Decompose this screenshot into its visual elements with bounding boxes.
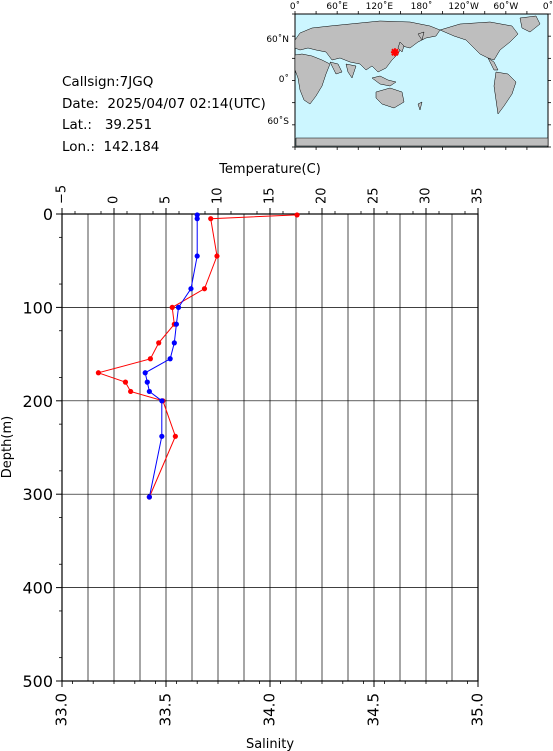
top-axis-label: Temperature(C) <box>218 162 321 177</box>
map-lat-label: 0˚ <box>279 74 289 85</box>
temperature-tick-label: 10 <box>211 187 226 204</box>
landmass-3 <box>345 63 357 79</box>
temperature-tick-label: 25 <box>367 187 382 204</box>
temperature-point <box>214 253 220 259</box>
chart-grid <box>62 214 478 681</box>
temperature-tick-label: 30 <box>419 187 434 204</box>
salinity-point <box>175 304 182 310</box>
bottom-axis-label: Salinity <box>246 737 294 751</box>
map-lon-label: 120˚W <box>448 1 479 12</box>
lon-label: Lon.: <box>62 138 95 155</box>
landmass-0 <box>294 20 441 73</box>
temperature-tick-label: 5 <box>159 196 174 204</box>
lon-row: Lon.: 142.184 <box>62 137 266 159</box>
map-lon-label: 120˚E <box>366 1 394 12</box>
map-lon-label: 180˚ <box>411 1 433 12</box>
temperature-tick-label: 0 <box>107 196 122 204</box>
salinity-point <box>146 388 152 395</box>
landmass-1 <box>294 53 331 105</box>
landmass-2 <box>329 61 343 75</box>
salinity-point <box>167 356 173 362</box>
lat-label: Lat.: <box>62 117 92 133</box>
salinity-tick-label: 34.5 <box>365 693 383 726</box>
station-info: Callsign:7JGQ Date: 2025/04/07 02:14(UTC… <box>62 72 266 158</box>
salinity-tick-label: 33.0 <box>53 693 71 726</box>
landmass-5 <box>375 87 405 109</box>
chart-series <box>95 212 300 500</box>
temperature-tick-label: −5 <box>55 185 70 204</box>
map-landmasses <box>294 15 549 147</box>
salinity-point <box>159 398 165 404</box>
temperature-point <box>169 304 175 310</box>
landmass-9 <box>519 15 541 33</box>
station-marker <box>390 48 399 57</box>
temperature-point <box>172 433 178 439</box>
salinity-point <box>142 370 148 376</box>
depth-tick-label: 0 <box>43 205 53 224</box>
depth-tick-label: 300 <box>22 485 53 504</box>
date-value: 2025/04/07 02:14(UTC) <box>107 95 266 112</box>
landmass-10 <box>295 137 549 147</box>
map-lon-label: 60˚W <box>493 1 518 12</box>
depth-tick-label: 500 <box>22 672 53 691</box>
landmass-7 <box>487 57 499 71</box>
salinity-point <box>188 286 194 292</box>
station-star <box>390 48 399 57</box>
map-lon-label: 0˚ <box>543 1 553 12</box>
salinity-point <box>159 433 165 439</box>
map-lon-label: 0˚ <box>290 1 300 12</box>
temperature-tick-label: 20 <box>315 187 330 204</box>
depth-tick-label: 400 <box>22 579 53 598</box>
salinity-tick-label: 34.0 <box>261 693 279 726</box>
salinity-point <box>146 494 152 500</box>
date-label: Date: <box>62 95 99 112</box>
temperature-point <box>95 370 101 376</box>
temperature-point <box>156 340 162 346</box>
temperature-point <box>201 286 208 292</box>
map-lat-label: 60˚S <box>267 116 289 127</box>
landmass-6 <box>439 21 519 61</box>
lat-row: Lat.: 39.251 <box>62 115 266 137</box>
callsign-text: Callsign:7JGQ <box>62 74 154 90</box>
lon-value: 142.184 <box>103 138 160 155</box>
map-frame <box>292 11 551 150</box>
landmass-4 <box>371 75 397 87</box>
salinity-tick-label: 33.5 <box>157 693 175 726</box>
lat-value: 39.251 <box>104 117 153 133</box>
salinity-point <box>194 212 200 218</box>
salinity-point <box>194 216 200 222</box>
temperature-point <box>208 216 214 222</box>
depth-tick-label: 200 <box>22 392 53 411</box>
landmass-12 <box>417 31 425 41</box>
y-axis-label: Depth(m) <box>0 416 15 478</box>
salinity-point <box>144 379 150 385</box>
temperature-point <box>122 379 129 385</box>
temperature-point <box>128 388 134 395</box>
location-map: 0˚ 60˚E 120˚E 180˚ 120˚W 60˚W 0˚ 60˚N 0˚ 60˚S <box>266 1 553 150</box>
depth-tick-label: 100 <box>22 298 53 317</box>
temperature-tick-label: 35 <box>471 187 486 204</box>
landmass-11 <box>397 41 405 53</box>
salinity-point <box>194 253 200 259</box>
date-row: Date: 2025/04/07 02:14(UTC) <box>62 94 266 116</box>
salinity-point <box>173 321 179 327</box>
map-lat-label: 60˚N <box>266 34 289 45</box>
temperature-profile-line <box>96 214 298 498</box>
salinity-profile-line <box>144 214 198 498</box>
temperature-point <box>294 212 300 218</box>
map-lon-label: 60˚E <box>326 1 348 12</box>
landmass-13 <box>417 101 423 111</box>
salinity-point <box>171 340 177 346</box>
salinity-tick-label: 35.0 <box>469 693 487 726</box>
temperature-point <box>147 356 153 362</box>
landmass-8 <box>493 71 517 115</box>
map-labels: 0˚ 60˚E 120˚E 180˚ 120˚W 60˚W 0˚ 60˚N 0˚ 60˚S <box>266 1 553 127</box>
temperature-tick-label: 15 <box>263 187 278 204</box>
